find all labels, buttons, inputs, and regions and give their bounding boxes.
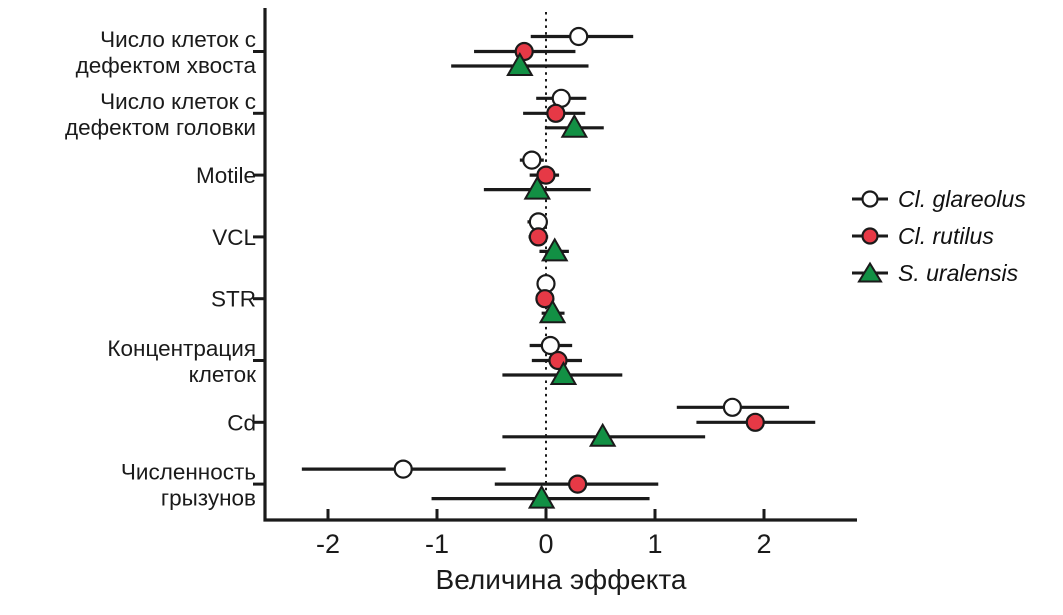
legend-label: S. uralensis: [898, 259, 1019, 286]
marker-circle: [540, 335, 560, 356]
red-circle-marker-icon: [852, 227, 888, 245]
legend-marker-shape: [857, 261, 883, 283]
marker-triangle: [540, 237, 569, 262]
marker-circle: [722, 397, 742, 417]
series-s-uralensis: [431, 51, 706, 509]
x-tick-label: 0: [538, 529, 553, 559]
category-label: STR: [211, 287, 256, 312]
axes-frame: [263, 8, 857, 522]
legend-marker-shape: [861, 190, 879, 208]
marker-triangle: [538, 299, 567, 324]
series-cl-rutilus: [474, 41, 816, 494]
open-circle-marker-icon: [852, 190, 888, 208]
marker-circle: [393, 459, 413, 479]
marker-circle: [535, 289, 555, 309]
marker-circle: [745, 412, 765, 432]
marker-triangle: [523, 175, 552, 200]
legend: Cl. glareolus Cl. rutilus S. uralensis: [851, 186, 1026, 286]
x-tick-label: -2: [316, 529, 340, 559]
marker-circle: [522, 150, 542, 170]
marker-circle: [569, 26, 589, 47]
x-tick-label: 1: [647, 529, 662, 559]
marker-triangle: [549, 360, 578, 385]
marker-circle: [528, 227, 548, 247]
legend-item-s-uralensis: S. uralensis: [851, 260, 1026, 286]
legend-item-cl-rutilus: Cl. rutilus: [851, 223, 1026, 249]
category-label: Число клеток с дефектом головки: [65, 89, 256, 140]
marker-triangle: [506, 51, 534, 76]
legend-item-cl-glareolus: Cl. glareolus: [851, 186, 1026, 212]
category-label: VCL: [212, 225, 256, 250]
legend-marker-shape: [861, 227, 879, 245]
marker-circle: [536, 165, 556, 185]
marker-triangle: [527, 484, 556, 509]
series-cl-glareolus: [301, 26, 790, 479]
category-label: Концентрация клеток: [107, 336, 256, 387]
x-axis-title: Величина эффекта: [436, 564, 687, 595]
legend-label: Cl. glareolus: [898, 185, 1026, 212]
category-label: Число клеток с дефектом хвоста: [76, 27, 257, 78]
category-label: Motile: [196, 163, 256, 188]
x-tick-label: -1: [425, 529, 449, 559]
marker-circle: [568, 474, 588, 494]
green-triangle-marker-icon: [852, 261, 888, 283]
x-tick-label: 2: [756, 529, 771, 559]
marker-triangle: [588, 422, 617, 447]
marker-circle: [546, 103, 566, 123]
category-label: Cd: [227, 410, 256, 435]
category-label: Численность грызунов: [121, 460, 256, 511]
marker-triangle: [560, 113, 589, 138]
legend-label: Cl. rutilus: [898, 222, 994, 249]
